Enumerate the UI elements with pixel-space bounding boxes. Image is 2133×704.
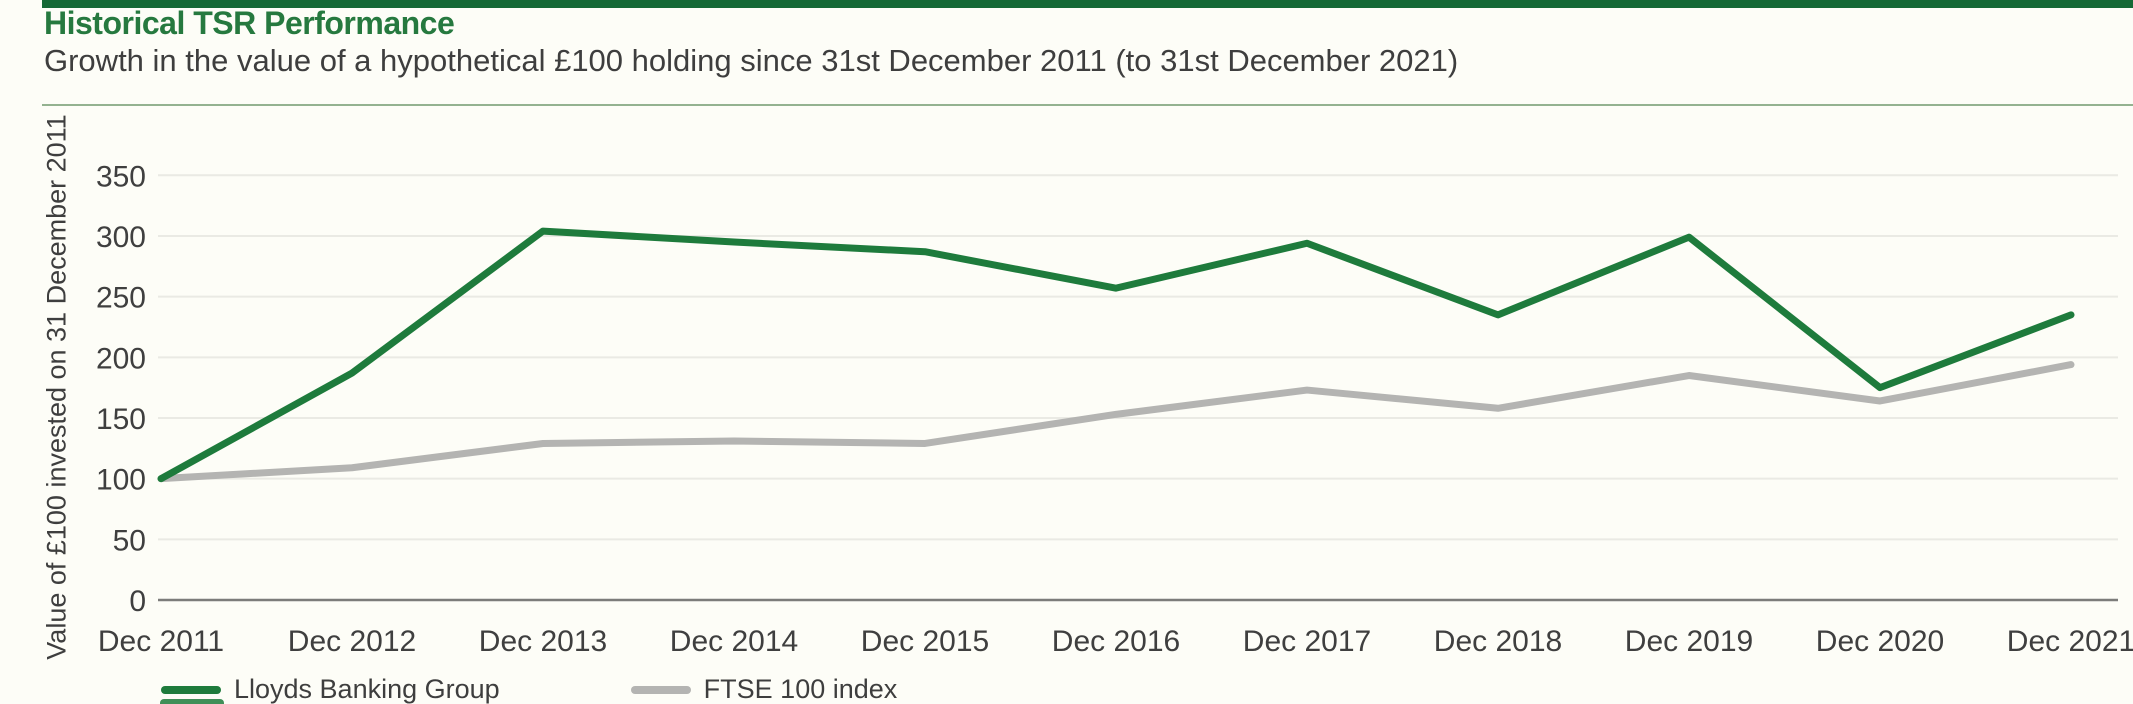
lloyds-line-swatch-icon [161, 685, 221, 694]
lloyds-banking-group-series-line [157, 227, 2075, 483]
y-tick-label-250: 250 [96, 282, 146, 315]
y-tick-label-0: 0 [129, 585, 146, 618]
chart-legend: Lloyds Banking Group FTSE 100 index [161, 674, 897, 704]
legend-label-ftse: FTSE 100 index [703, 674, 898, 704]
x-tick-label-dec-2019: Dec 2019 [1625, 625, 1753, 658]
legend-item-ftse: FTSE 100 index [630, 674, 898, 704]
ftse-line-swatch-icon [630, 685, 691, 694]
x-tick-label-dec-2015: Dec 2015 [861, 625, 989, 658]
x-tick-label-dec-2014: Dec 2014 [670, 625, 798, 658]
x-tick-label-dec-2018: Dec 2018 [1434, 625, 1562, 658]
ftse-100-index-series-line [157, 361, 2075, 483]
chart-subtitle: Growth in the value of a hypothetical £1… [44, 43, 1459, 78]
y-tick-label-150: 150 [96, 403, 146, 436]
header-divider [42, 104, 2133, 106]
y-tick-label-200: 200 [96, 342, 146, 375]
chart-title: Historical TSR Performance [44, 5, 455, 41]
y-tick-label-300: 300 [96, 221, 146, 254]
x-tick-label-dec-2021: Dec 2021 [2007, 625, 2133, 658]
x-tick-label-dec-2017: Dec 2017 [1243, 625, 1371, 658]
legend-item-lloyds: Lloyds Banking Group [161, 674, 500, 704]
x-tick-label-dec-2011: Dec 2011 [98, 625, 224, 658]
y-tick-label-100: 100 [96, 464, 146, 497]
y-tick-label-350: 350 [96, 160, 146, 193]
x-tick-label-dec-2020: Dec 2020 [1816, 625, 1944, 658]
x-tick-label-dec-2012: Dec 2012 [288, 625, 416, 658]
cropped-legend-swatch [160, 699, 224, 704]
x-tick-label-dec-2016: Dec 2016 [1052, 625, 1180, 658]
top-accent-bar [42, 0, 2133, 8]
legend-label-lloyds: Lloyds Banking Group [234, 674, 500, 704]
x-tick-label-dec-2013: Dec 2013 [479, 625, 607, 658]
y-tick-label-50: 50 [113, 524, 146, 557]
